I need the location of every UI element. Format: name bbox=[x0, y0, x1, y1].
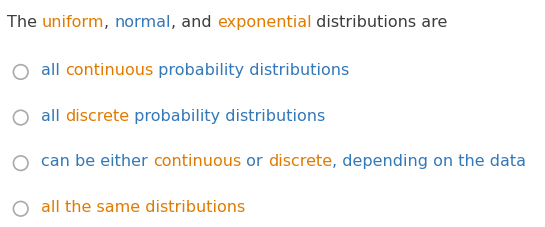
Text: probability distributions: probability distributions bbox=[129, 108, 325, 123]
Text: uniform: uniform bbox=[41, 15, 104, 30]
Text: or: or bbox=[241, 154, 268, 169]
Text: probability distributions: probability distributions bbox=[153, 63, 349, 78]
Text: all: all bbox=[41, 63, 65, 78]
Text: The: The bbox=[7, 15, 41, 30]
Text: normal: normal bbox=[114, 15, 171, 30]
Text: all: all bbox=[41, 108, 65, 123]
Text: discrete: discrete bbox=[268, 154, 332, 169]
Text: all the same distributions: all the same distributions bbox=[41, 199, 245, 214]
Text: discrete: discrete bbox=[65, 108, 129, 123]
Text: ,: , bbox=[104, 15, 114, 30]
Text: continuous: continuous bbox=[153, 154, 241, 169]
Text: continuous: continuous bbox=[65, 63, 153, 78]
Text: , and: , and bbox=[171, 15, 217, 30]
Text: exponential: exponential bbox=[217, 15, 311, 30]
Text: distributions are: distributions are bbox=[311, 15, 447, 30]
Text: , depending on the data: , depending on the data bbox=[332, 154, 526, 169]
Text: can be either: can be either bbox=[41, 154, 153, 169]
